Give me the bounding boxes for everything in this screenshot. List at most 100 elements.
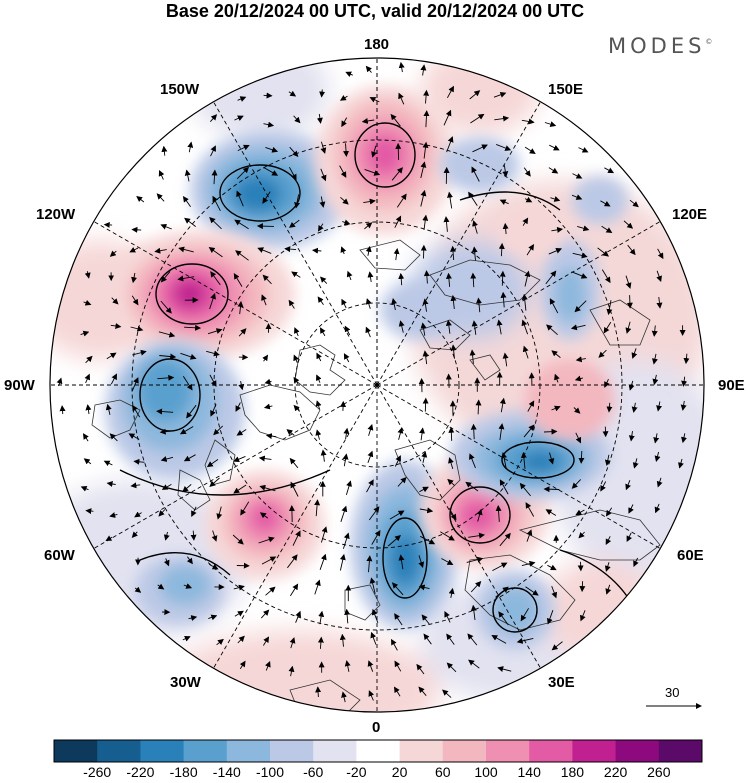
wind-vector bbox=[470, 580, 482, 593]
wind-vector bbox=[393, 686, 401, 697]
wind-vector bbox=[447, 85, 454, 99]
wind-vector bbox=[395, 142, 402, 160]
wind-vector bbox=[422, 214, 429, 231]
colorbar-frame bbox=[53, 739, 703, 763]
wind-vector bbox=[365, 326, 372, 338]
wind-vector bbox=[83, 458, 92, 465]
wind-vector bbox=[465, 481, 479, 492]
wind-vector bbox=[605, 536, 612, 545]
wind-vector bbox=[366, 555, 373, 573]
wind-vector bbox=[339, 553, 346, 571]
wind-vector bbox=[234, 610, 244, 617]
wind-vector bbox=[544, 121, 557, 128]
wind-vector bbox=[469, 349, 476, 364]
wind-vector bbox=[340, 196, 349, 205]
wind-vector bbox=[213, 425, 224, 436]
wind-vector bbox=[604, 167, 615, 174]
wind-vector bbox=[548, 248, 563, 255]
wind-vector bbox=[320, 141, 327, 154]
wind-vector bbox=[262, 191, 271, 204]
wind-vector bbox=[448, 587, 455, 598]
wind-vector bbox=[467, 633, 478, 646]
wind-vector bbox=[186, 556, 193, 565]
wind-vector bbox=[441, 558, 454, 565]
wind-vector bbox=[237, 96, 247, 102]
brand-mark: © bbox=[705, 38, 713, 46]
wind-vector bbox=[652, 374, 659, 386]
wind-vector bbox=[319, 196, 326, 208]
wind-vector bbox=[522, 345, 529, 359]
wind-vector bbox=[633, 557, 639, 568]
wind-vector bbox=[160, 223, 172, 230]
wind-vector bbox=[543, 428, 558, 435]
wind-vector bbox=[318, 610, 325, 625]
meridian-line bbox=[376, 221, 661, 386]
wind-vector bbox=[182, 375, 193, 391]
wind-vector bbox=[420, 322, 427, 336]
wind-vector bbox=[423, 89, 430, 104]
wind-vector bbox=[448, 457, 454, 470]
colorbar-tick-label: 100 bbox=[474, 764, 498, 780]
wind-vector bbox=[391, 167, 403, 181]
wind-vector bbox=[499, 479, 509, 495]
wind-vector bbox=[136, 195, 145, 203]
wind-vector bbox=[180, 352, 197, 360]
wind-vector bbox=[656, 477, 663, 488]
wind-vector bbox=[129, 246, 139, 253]
wind-vector bbox=[390, 113, 401, 127]
wind-vector bbox=[206, 459, 219, 468]
lon-label-30e: 30E bbox=[548, 674, 575, 691]
wind-vector bbox=[211, 530, 218, 542]
wind-vector bbox=[496, 319, 503, 335]
wind-vector bbox=[289, 146, 299, 158]
wind-vector bbox=[526, 529, 533, 542]
wind-vector bbox=[601, 225, 613, 234]
wind-vector bbox=[233, 455, 246, 463]
wind-vector bbox=[183, 454, 196, 462]
wind-vector bbox=[186, 404, 197, 419]
wind-vector bbox=[497, 666, 512, 672]
wind-vector bbox=[210, 271, 221, 286]
wind-vector bbox=[132, 349, 147, 356]
wind-vector bbox=[626, 295, 633, 309]
meridian-line bbox=[93, 221, 378, 386]
wind-vector bbox=[291, 271, 301, 278]
wind-vector bbox=[472, 220, 478, 234]
wind-vector bbox=[632, 458, 639, 469]
wind-vector bbox=[499, 199, 509, 205]
wind-vector bbox=[422, 298, 429, 312]
wind-vector bbox=[343, 353, 350, 363]
wind-vector bbox=[316, 113, 323, 124]
colorbar-tick-label: 60 bbox=[435, 764, 451, 780]
lon-label-30w: 30W bbox=[170, 674, 201, 691]
wind-vector bbox=[551, 641, 563, 651]
wind-vector bbox=[369, 97, 380, 103]
wind-vector bbox=[367, 450, 374, 463]
wind-vector bbox=[394, 455, 401, 467]
wind-vector bbox=[419, 427, 426, 441]
wind-vector bbox=[656, 270, 662, 283]
wind-vector bbox=[110, 373, 117, 385]
wind-vector bbox=[288, 665, 295, 677]
map-field bbox=[50, 58, 704, 712]
wind-vector bbox=[342, 219, 351, 226]
wind-vector bbox=[367, 660, 374, 672]
wind-vector bbox=[316, 352, 322, 362]
wind-vector bbox=[131, 272, 138, 284]
wind-vector bbox=[470, 113, 485, 124]
wind-vector bbox=[341, 117, 348, 128]
wind-vector bbox=[521, 560, 536, 567]
wind-vector bbox=[527, 400, 535, 412]
wind-vector bbox=[288, 299, 295, 309]
wind-vector bbox=[681, 376, 688, 387]
wind-vector bbox=[343, 427, 350, 440]
wind-vector bbox=[468, 532, 485, 539]
wind-vector bbox=[238, 328, 247, 337]
wind-vector bbox=[344, 660, 351, 672]
wind-vector bbox=[210, 145, 216, 157]
wind-vector bbox=[628, 431, 635, 442]
wind-vector bbox=[578, 450, 585, 464]
wind-vector bbox=[418, 686, 427, 696]
wind-vector bbox=[157, 374, 175, 381]
wind-vector bbox=[572, 252, 588, 259]
